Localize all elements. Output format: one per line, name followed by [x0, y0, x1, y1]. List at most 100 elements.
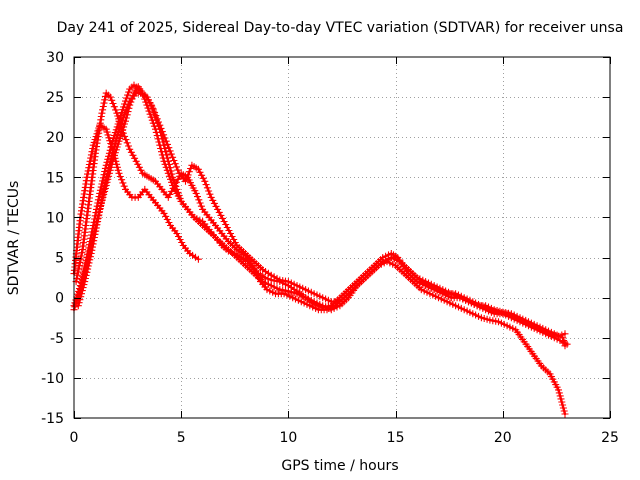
data-point-marker	[196, 199, 204, 207]
data-point-marker	[276, 286, 284, 294]
data-point-marker	[192, 189, 200, 197]
data-point-marker	[102, 125, 110, 133]
x-tick-label: 25	[601, 430, 619, 446]
y-tick-label: 0	[55, 291, 64, 307]
data-point-marker	[422, 282, 430, 290]
data-point-marker	[413, 278, 421, 286]
data-point-marker	[276, 276, 284, 284]
data-point-marker	[267, 282, 275, 290]
data-point-marker	[182, 177, 189, 185]
x-axis-label: GPS time / hours	[281, 458, 398, 474]
data-point-marker	[135, 163, 143, 171]
data-point-marker	[99, 192, 107, 200]
data-point-marker	[112, 106, 120, 114]
data-point-marker	[228, 248, 236, 256]
data-point-marker	[100, 185, 108, 193]
data-point-marker	[108, 151, 116, 159]
data-point-marker	[163, 215, 171, 223]
data-point-marker	[485, 303, 492, 311]
data-point-marker	[212, 202, 220, 210]
data-point-marker	[198, 171, 206, 179]
data-point-marker	[113, 163, 121, 171]
data-point-marker	[472, 311, 480, 319]
data-point-marker	[91, 230, 99, 238]
data-point-marker	[382, 256, 390, 264]
data-point-marker	[153, 115, 161, 123]
data-point-marker	[151, 108, 159, 116]
data-point-marker	[157, 124, 165, 132]
data-point-marker	[161, 145, 169, 152]
data-point-marker	[510, 311, 518, 319]
data-point-marker	[430, 286, 438, 294]
data-point-marker	[160, 209, 168, 217]
data-point-marker	[184, 171, 192, 179]
data-point-marker	[99, 189, 107, 197]
data-point-marker	[176, 236, 184, 243]
data-point-marker	[174, 175, 182, 183]
data-point-marker	[94, 214, 102, 222]
data-point-marker	[324, 296, 332, 304]
data-point-marker	[319, 302, 327, 310]
data-point-marker	[115, 128, 123, 135]
data-point-marker	[266, 287, 274, 295]
data-point-marker	[555, 386, 562, 394]
data-point-marker	[545, 327, 552, 335]
data-point-marker	[222, 221, 230, 228]
data-point-marker	[176, 194, 184, 202]
data-point-marker	[164, 193, 172, 201]
data-point-marker	[164, 157, 172, 165]
data-point-marker	[539, 324, 547, 332]
data-point-marker	[270, 273, 278, 281]
data-point-marker	[85, 164, 93, 172]
data-point-marker	[74, 268, 82, 276]
data-point-marker	[214, 205, 222, 213]
data-point-marker	[553, 331, 561, 339]
data-point-marker	[104, 167, 112, 175]
data-point-marker	[304, 295, 312, 303]
data-point-marker	[329, 303, 337, 311]
data-point-marker	[132, 157, 140, 165]
data-point-marker	[462, 296, 470, 304]
data-point-marker	[77, 255, 85, 263]
data-point-marker	[310, 298, 318, 306]
data-point-marker	[175, 191, 183, 199]
data-point-marker	[530, 320, 538, 328]
data-point-marker	[73, 271, 81, 279]
data-point-marker	[106, 157, 114, 165]
data-point-marker	[125, 142, 132, 150]
data-point-marker	[215, 208, 223, 216]
data-point-marker	[92, 227, 100, 235]
data-point-marker	[75, 265, 83, 273]
data-point-marker	[122, 107, 130, 115]
data-point-marker	[127, 148, 135, 156]
data-point-marker	[299, 284, 307, 292]
data-point-marker	[219, 214, 226, 222]
data-point-marker	[294, 296, 302, 304]
data-point-marker	[173, 230, 181, 237]
data-point-marker	[252, 269, 260, 277]
data-point-marker	[319, 294, 327, 302]
data-point-marker	[393, 256, 401, 264]
data-point-marker	[90, 234, 98, 241]
data-point-marker	[85, 259, 93, 267]
data-point-marker	[75, 262, 83, 270]
data-point-marker	[169, 153, 177, 161]
data-point-marker	[74, 302, 82, 310]
data-point-marker	[78, 287, 86, 295]
data-point-marker	[160, 141, 168, 149]
data-point-marker	[561, 410, 569, 418]
data-point-marker	[81, 275, 89, 282]
data-point-marker	[255, 275, 263, 283]
data-point-marker	[261, 274, 269, 282]
data-point-marker	[106, 160, 114, 168]
data-point-marker	[178, 239, 186, 246]
data-point-marker	[121, 110, 129, 118]
data-point-marker	[290, 289, 298, 297]
data-point-marker	[547, 328, 555, 336]
data-point-marker	[202, 181, 210, 189]
data-point-marker	[267, 271, 275, 279]
y-tick-label: 25	[46, 90, 64, 106]
data-point-marker	[196, 168, 204, 176]
